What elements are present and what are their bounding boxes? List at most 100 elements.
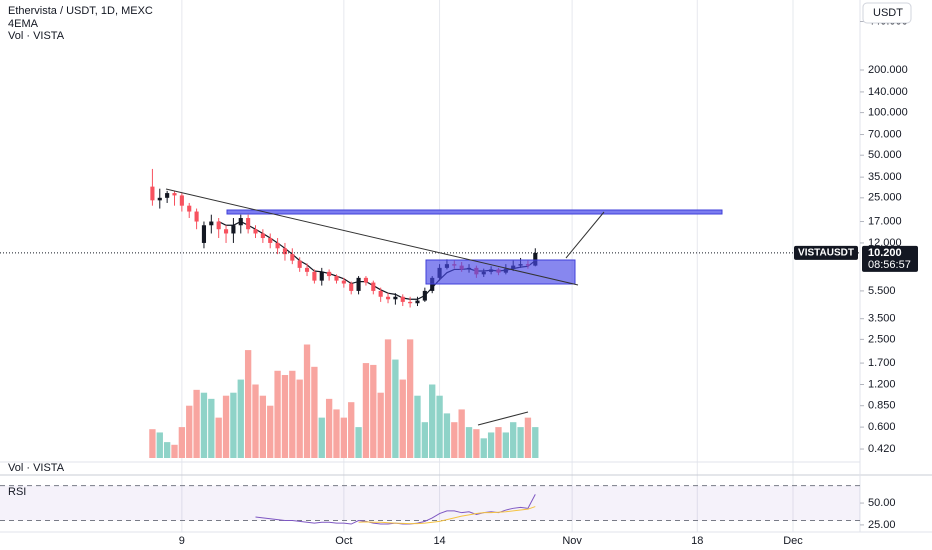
symbol-tag bbox=[794, 245, 858, 260]
volume-bar bbox=[208, 398, 215, 458]
currency-button[interactable] bbox=[862, 2, 912, 24]
candle-body bbox=[319, 271, 324, 281]
volume-bar bbox=[473, 429, 480, 458]
candle-body bbox=[334, 276, 339, 281]
y-tick-label: 70.000 bbox=[868, 128, 902, 140]
x-tick-label: Nov bbox=[562, 535, 582, 547]
volume-bar bbox=[370, 364, 377, 458]
volume-bar bbox=[495, 427, 502, 458]
candle-body bbox=[363, 277, 369, 283]
volume-bar bbox=[399, 379, 406, 458]
candle-body bbox=[327, 271, 332, 277]
y-tick-label: 200.000 bbox=[868, 64, 908, 76]
y-tick-label: 17.000 bbox=[868, 215, 902, 227]
volume-bar bbox=[178, 427, 186, 458]
candle-body bbox=[209, 221, 214, 226]
trend-line bbox=[165, 188, 579, 286]
volume-bar bbox=[215, 417, 222, 458]
volume-bar bbox=[480, 438, 487, 458]
price-tag bbox=[862, 245, 918, 272]
volume-bar bbox=[244, 350, 252, 458]
volume-bar bbox=[436, 395, 443, 458]
volume-bar bbox=[267, 405, 274, 458]
y-tick-label: 25.000 bbox=[868, 192, 902, 204]
candle-body bbox=[223, 229, 229, 234]
volume-bar bbox=[289, 370, 296, 458]
volume-bar bbox=[355, 427, 362, 458]
volume-bar bbox=[414, 395, 421, 458]
volume-bar bbox=[532, 427, 539, 458]
volume-pane-label: Vol · VISTA bbox=[8, 462, 65, 474]
volume-bar bbox=[163, 442, 171, 458]
volume-bar bbox=[222, 395, 230, 458]
volume-bar bbox=[296, 379, 303, 458]
candle-body bbox=[260, 233, 265, 239]
volume-bar bbox=[171, 444, 178, 458]
candle-body bbox=[371, 282, 376, 291]
candle-body bbox=[150, 186, 155, 201]
y-tick-label: 0.850 bbox=[868, 400, 896, 412]
volume-bar bbox=[362, 363, 370, 458]
candle-body bbox=[533, 252, 538, 266]
indicator-label: 4EMA bbox=[8, 18, 39, 30]
y-tick-label: 1.200 bbox=[868, 378, 896, 390]
candle-body bbox=[282, 248, 288, 255]
symbol-label: VISTAUSDT bbox=[798, 248, 854, 259]
y-tick-label: 35.000 bbox=[868, 171, 902, 183]
y-tick-label: 50.000 bbox=[868, 149, 902, 161]
zone-rectangle bbox=[425, 259, 576, 285]
candle-body bbox=[165, 193, 170, 198]
candle-body bbox=[238, 218, 243, 226]
candle-body bbox=[297, 260, 302, 268]
y-tick-label: 2.500 bbox=[868, 333, 896, 345]
y-tick-label: 50.00 bbox=[868, 497, 896, 509]
candle-body bbox=[304, 267, 310, 272]
volume-trend-line bbox=[477, 411, 529, 426]
volume-bar bbox=[451, 422, 458, 458]
volume-bar bbox=[193, 389, 200, 458]
y-tick-label: 0.600 bbox=[868, 421, 896, 433]
last-price-label: 10.200 bbox=[868, 247, 902, 259]
volume-bar bbox=[421, 422, 429, 458]
currency-label[interactable]: USDT bbox=[873, 7, 903, 19]
volume-bar bbox=[465, 427, 473, 458]
x-tick-label: 14 bbox=[433, 535, 445, 547]
volume-bar bbox=[318, 417, 325, 458]
volume-bar bbox=[429, 384, 436, 458]
candle-body bbox=[172, 193, 177, 196]
x-tick-label: 18 bbox=[691, 535, 703, 547]
x-tick-label: Dec bbox=[783, 535, 803, 547]
candle-body bbox=[312, 271, 317, 281]
volume-bar bbox=[384, 339, 392, 458]
rsi-line bbox=[358, 506, 536, 525]
projection-line bbox=[565, 211, 605, 259]
volume-bar bbox=[274, 370, 281, 458]
volume-bar bbox=[517, 427, 524, 458]
volume-bar bbox=[303, 344, 311, 458]
volume-bar bbox=[487, 432, 495, 458]
y-tick-label: 100.000 bbox=[868, 107, 908, 119]
candle-body bbox=[253, 229, 258, 234]
candle-body bbox=[216, 221, 221, 230]
volume-bar bbox=[237, 379, 244, 458]
volume-bar bbox=[149, 429, 156, 458]
volume-bar bbox=[406, 339, 414, 458]
volume-bar bbox=[281, 375, 289, 458]
candle-body bbox=[415, 300, 420, 304]
zone-rectangle bbox=[226, 209, 723, 215]
candle-body bbox=[400, 296, 405, 302]
candle-body bbox=[393, 296, 398, 300]
volume-bar bbox=[348, 402, 355, 458]
volume-bar bbox=[333, 409, 340, 458]
candle-body bbox=[422, 290, 427, 301]
volume-bar bbox=[443, 413, 451, 458]
candle-body bbox=[275, 242, 280, 249]
volume-bar bbox=[325, 398, 333, 458]
candle-body bbox=[408, 301, 413, 304]
volume-bar bbox=[524, 417, 532, 458]
volume-bar bbox=[340, 417, 348, 458]
candle-body bbox=[194, 211, 199, 222]
volume-bar bbox=[252, 384, 259, 458]
candle-body bbox=[187, 205, 192, 212]
volume-bar bbox=[392, 359, 399, 458]
